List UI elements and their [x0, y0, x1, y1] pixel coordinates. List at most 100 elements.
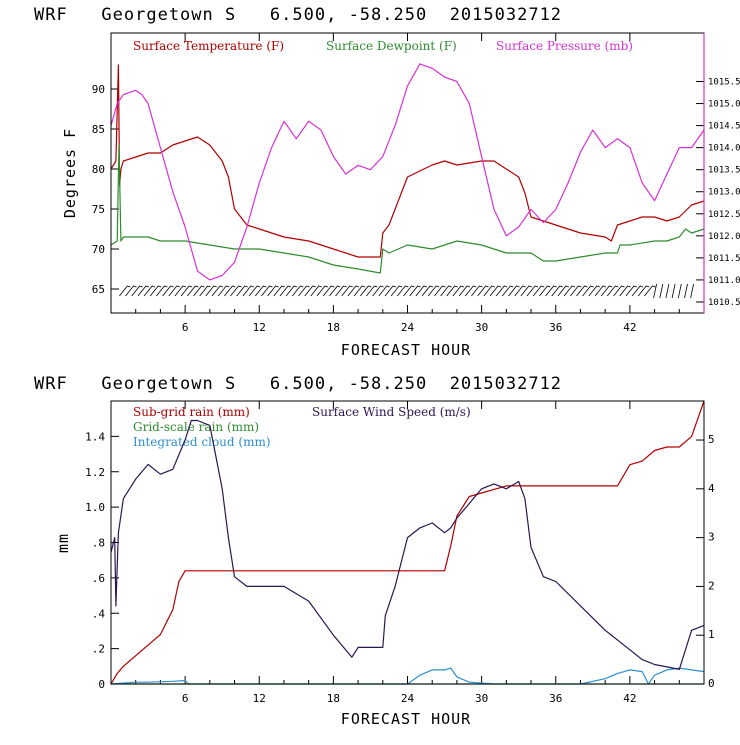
wind-barb — [477, 285, 489, 297]
wind-barb — [471, 285, 483, 297]
wind-barbs — [119, 283, 694, 299]
wind-barb — [168, 285, 180, 297]
wind-barb — [545, 285, 557, 297]
x-tick-label: 6 — [182, 321, 189, 334]
wind-barb — [415, 285, 428, 297]
y2-tick-label: 1012.0 — [708, 232, 740, 242]
wind-barb — [366, 285, 378, 297]
wind-barb — [217, 285, 230, 297]
wind-barb — [242, 285, 255, 297]
wind-barb — [489, 285, 502, 297]
legend-entry-gridscale-rain: Grid-scale rain (mm) — [133, 420, 259, 434]
x-tick-label: 24 — [401, 321, 415, 334]
wind-barb — [582, 285, 594, 297]
y-axis-label: Degrees F — [61, 128, 79, 218]
x-tick-label: 12 — [253, 321, 266, 334]
wind-barb — [273, 285, 285, 297]
y2-tick-label: 1010.5 — [708, 298, 740, 308]
y2-tick-label: 1012.5 — [708, 210, 740, 220]
wind-barb — [224, 285, 236, 297]
x-axis-label: FORECAST HOUR — [341, 341, 471, 359]
wind-barb — [119, 285, 131, 297]
y2-tick-label: 1 — [708, 628, 715, 641]
wind-barb — [434, 285, 446, 297]
legend-entry-subgrid-rain: Sub-grid rain (mm) — [133, 405, 250, 419]
y-tick-label: 1.0 — [85, 501, 105, 514]
wind-barb — [483, 285, 495, 297]
wind-barb — [353, 285, 366, 297]
wind-barb — [409, 285, 421, 297]
wind-barb — [347, 285, 360, 297]
wind-barb — [594, 285, 607, 297]
wind-barb — [230, 285, 242, 297]
y2-tick-label: 1015.0 — [708, 100, 740, 110]
wind-barb — [335, 285, 347, 297]
wind-barb — [403, 285, 415, 297]
wind-barb — [390, 285, 403, 297]
y2-tick-label: 1011.5 — [708, 254, 740, 264]
x-tick-label: 6 — [182, 692, 189, 705]
chart-panel-temperature: WRF Georgetown S 6.500, -58.250 20150327… — [34, 5, 740, 359]
wind-barb — [298, 285, 310, 297]
wind-barb — [659, 283, 664, 299]
y-tick-label: 85 — [92, 123, 105, 136]
wind-barb — [329, 285, 341, 297]
chart-title: WRF Georgetown S 6.500, -58.250 20150327… — [34, 374, 562, 394]
wind-barb — [606, 285, 619, 297]
wind-barb — [569, 285, 582, 297]
y2-tick-label: 1014.5 — [708, 122, 740, 132]
y-tick-label: 1.4 — [85, 430, 105, 443]
y-axis-label: mm — [54, 533, 72, 553]
chart-panel-rain: WRF Georgetown S 6.500, -58.250 20150327… — [34, 374, 715, 728]
wind-barb — [193, 285, 205, 297]
y2-tick-label: 1013.5 — [708, 166, 740, 176]
wind-barb — [665, 283, 670, 299]
wind-barb — [205, 285, 217, 297]
y2-tick-label: 1014.0 — [708, 144, 740, 154]
y-tick-label: 65 — [92, 283, 105, 296]
x-tick-label: 36 — [549, 692, 562, 705]
x-tick-label: 42 — [623, 692, 636, 705]
wind-barb — [211, 285, 224, 297]
series-line-sub-grid-rain — [110, 400, 705, 685]
wind-barb — [684, 283, 688, 299]
wind-barb — [186, 285, 199, 297]
wind-barb — [310, 285, 322, 297]
wind-barb — [421, 285, 434, 297]
y-tick-label: .2 — [92, 643, 105, 656]
plot-frame-rain — [110, 400, 705, 685]
wind-barb — [199, 285, 211, 297]
y2-tick-label: 1015.5 — [708, 78, 740, 88]
series-line-surface-pressure — [110, 63, 705, 281]
y-tick-label: 80 — [92, 163, 105, 176]
chart-title: WRF Georgetown S 6.500, -58.250 20150327… — [34, 5, 562, 25]
wind-barb — [143, 285, 156, 297]
wind-barb — [279, 285, 292, 297]
wind-barb — [520, 285, 533, 297]
y2-tick-label: 2 — [708, 579, 715, 592]
wind-barb — [551, 285, 563, 297]
y-tick-label: 75 — [92, 203, 105, 216]
wind-barb — [557, 285, 570, 297]
wind-barb — [291, 285, 304, 297]
y-tick-label: 90 — [92, 83, 105, 96]
wind-barb — [625, 285, 638, 297]
x-tick-label: 30 — [475, 692, 488, 705]
wind-barb — [440, 285, 452, 297]
wind-barb — [514, 285, 526, 297]
wind-barb — [671, 283, 676, 299]
legend-entry-surface-pressure: Surface Pressure (mb) — [496, 39, 633, 53]
wind-barb — [137, 285, 150, 297]
wind-barb — [341, 285, 353, 297]
wind-barb — [539, 285, 551, 297]
wind-barb — [372, 285, 384, 297]
y2-tick-label: 5 — [708, 433, 715, 446]
y-tick-label: 1.2 — [85, 466, 105, 479]
legend-entry-wind-speed: Surface Wind Speed (m/s) — [312, 405, 471, 419]
y-tick-label: 70 — [92, 243, 105, 256]
y2-tick-label: 0 — [708, 677, 715, 690]
wind-barb — [563, 285, 576, 297]
series-line-integrated-cloud — [110, 667, 705, 685]
wind-barb — [125, 285, 137, 297]
